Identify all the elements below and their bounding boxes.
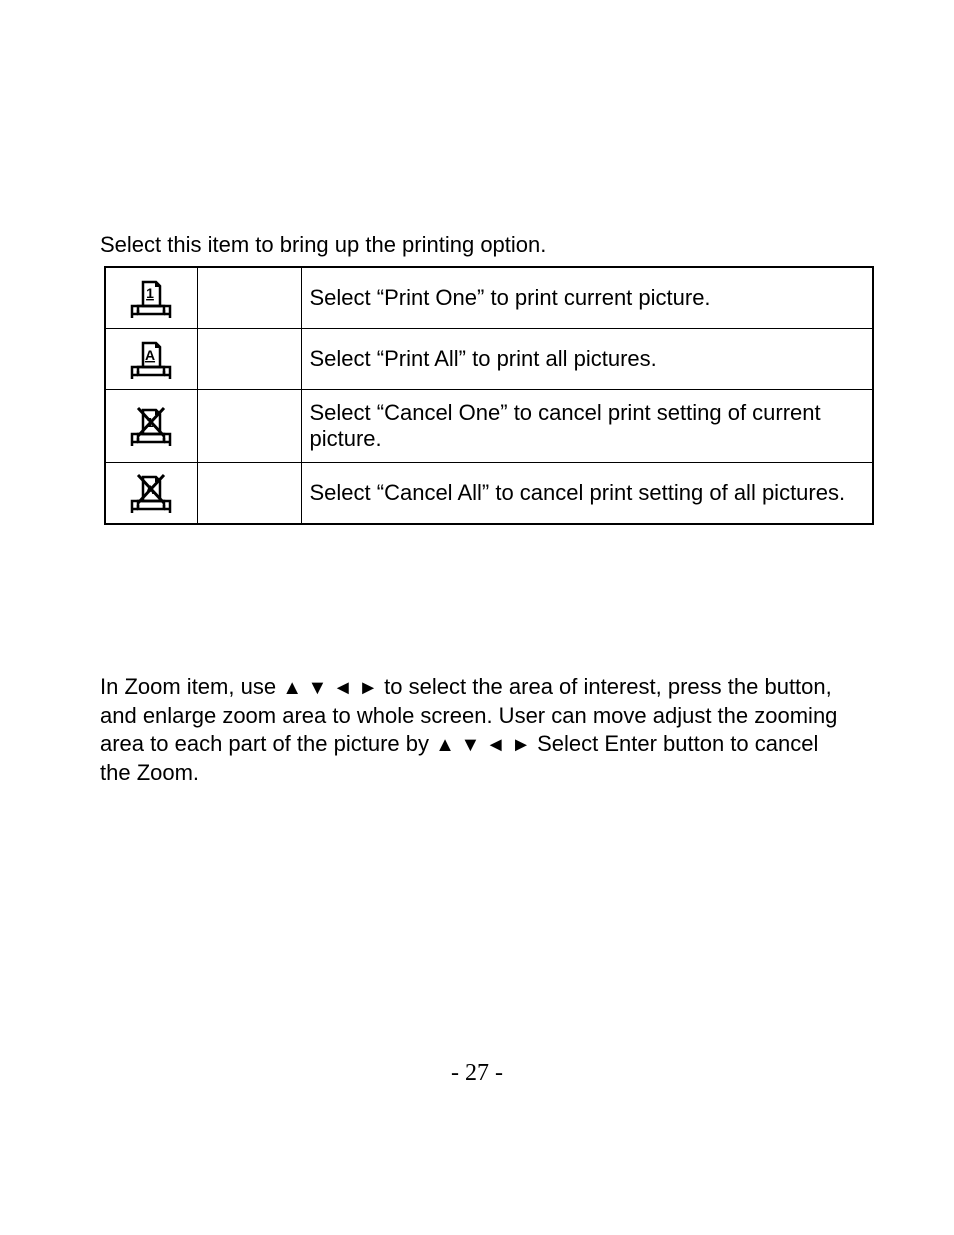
arrow-keys-icon: ▲ ▼ ◄ ►	[435, 734, 531, 756]
cancel-one-icon: 1	[128, 406, 174, 446]
desc-cell: Select “Cancel One” to cancel print sett…	[301, 390, 873, 463]
spacer-cell	[197, 267, 301, 329]
table-row: A Select “Print All” to print all pictur…	[105, 329, 873, 390]
icon-cell: 1	[105, 267, 197, 329]
arrow-keys-icon: ▲ ▼ ◄ ►	[282, 677, 378, 699]
table-row: A Select “Cancel All” to cancel print se…	[105, 463, 873, 525]
spacer-cell	[197, 390, 301, 463]
spacer-cell	[197, 329, 301, 390]
page-body: Select this item to bring up the printin…	[0, 0, 954, 787]
desc-cell: Select “Print All” to print all pictures…	[301, 329, 873, 390]
intro-text: Select this item to bring up the printin…	[100, 232, 854, 258]
page-number: - 27 -	[0, 1060, 954, 1087]
print-options-table: 1 Select “Print One” to print current pi…	[104, 266, 874, 525]
print-one-icon: 1	[128, 278, 174, 318]
spacer-cell	[197, 463, 301, 525]
desc-cell: Select “Cancel All” to cancel print sett…	[301, 463, 873, 525]
svg-text:A: A	[145, 347, 155, 363]
icon-cell: A	[105, 329, 197, 390]
zoom-text-1: In Zoom item, use	[100, 674, 282, 699]
icon-cell: A	[105, 463, 197, 525]
zoom-paragraph: In Zoom item, use ▲ ▼ ◄ ► to select the …	[100, 673, 854, 787]
print-all-icon: A	[128, 339, 174, 379]
desc-cell: Select “Print One” to print current pict…	[301, 267, 873, 329]
svg-text:1: 1	[146, 285, 154, 301]
table-row: 1 Select “Print One” to print current pi…	[105, 267, 873, 329]
table-row: 1 Select “Cancel One” to cancel print se…	[105, 390, 873, 463]
icon-cell: 1	[105, 390, 197, 463]
cancel-all-icon: A	[128, 473, 174, 513]
